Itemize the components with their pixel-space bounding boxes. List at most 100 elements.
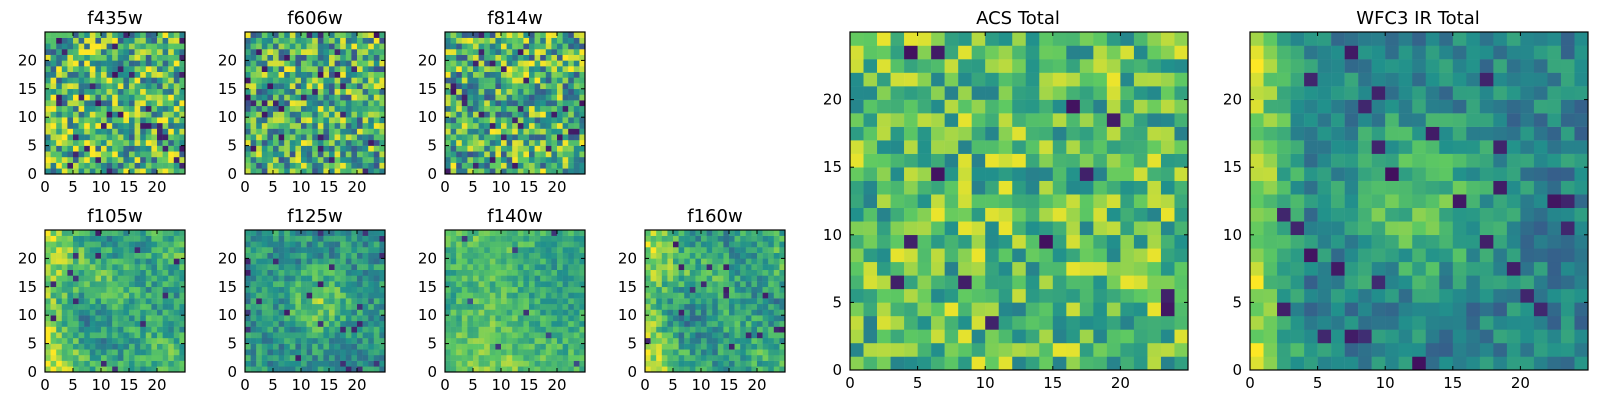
heatmap-cell [306, 88, 313, 95]
heatmap-cell [329, 349, 335, 356]
heatmap-cell [50, 264, 57, 271]
heatmap-cell [1560, 234, 1575, 249]
heatmap-cell [456, 88, 463, 95]
heatmap-cell [289, 145, 296, 152]
heatmap-cell [523, 354, 530, 361]
heatmap-cell [568, 241, 575, 248]
heatmap-cell [1160, 59, 1175, 73]
heatmap-cell [179, 241, 186, 248]
heatmap-cell [267, 122, 274, 129]
heatmap-cell [351, 43, 358, 50]
heatmap-cell [917, 194, 932, 209]
heatmap-cell [73, 281, 79, 288]
heatmap-cell [734, 286, 741, 293]
heatmap-cell [706, 235, 713, 242]
heatmap-cell [985, 302, 999, 317]
heatmap-cell [568, 94, 575, 101]
heatmap-cell [301, 71, 307, 78]
heatmap-cell [762, 292, 769, 299]
heatmap-cell [1039, 342, 1054, 357]
heatmap-cell [323, 156, 330, 163]
heatmap-cell [517, 117, 524, 124]
heatmap-cell [278, 43, 285, 50]
heatmap-cell [278, 66, 285, 73]
heatmap-cell [1344, 45, 1359, 60]
heatmap-cell [61, 303, 68, 310]
heatmap-cell [506, 241, 513, 248]
heatmap-cell [250, 286, 257, 293]
heatmap-cell [357, 326, 363, 333]
heatmap-cell [506, 230, 513, 236]
heatmap-cell [1066, 234, 1081, 249]
heatmap-cell [501, 111, 507, 118]
heatmap-cell [478, 156, 485, 163]
heatmap-cell [151, 298, 158, 305]
heatmap-cell [650, 247, 657, 253]
heatmap-cell [998, 275, 1013, 290]
heatmap-cell [340, 269, 347, 276]
heatmap-cell [695, 275, 702, 282]
heatmap-cell [1371, 126, 1386, 141]
heatmap-cell [863, 180, 878, 195]
heatmap-cell [1331, 86, 1345, 100]
heatmap-cell [1277, 261, 1291, 276]
heatmap-cell [779, 309, 786, 316]
heatmap-cell [1093, 180, 1108, 195]
heatmap-cell [129, 235, 135, 242]
heatmap-cell [667, 326, 674, 333]
heatmap-cell [1331, 167, 1345, 181]
heatmap-cell [729, 292, 735, 299]
heatmap-cell [712, 298, 719, 305]
heatmap-cell [456, 337, 463, 344]
heatmap-cell [445, 320, 451, 327]
heatmap-cell [340, 258, 347, 265]
heatmap-cell [706, 269, 713, 276]
heatmap-cell [877, 207, 891, 222]
heatmap-cell [1079, 153, 1094, 168]
heatmap-cell [450, 83, 457, 90]
heatmap-cell [173, 292, 180, 299]
heatmap-cell [256, 156, 263, 163]
heatmap-cell [1385, 342, 1399, 357]
heatmap-cell [545, 49, 552, 55]
heatmap-cell [368, 292, 375, 299]
heatmap-cell [267, 360, 274, 367]
heatmap-cell [1133, 59, 1148, 73]
heatmap-cell [273, 292, 279, 299]
heatmap-cell [557, 292, 563, 299]
heatmap-cell [329, 275, 335, 282]
heatmap-cell [151, 264, 158, 271]
heatmap-cell [712, 286, 719, 293]
heatmap-cell [904, 221, 918, 236]
heatmap-cell [295, 105, 302, 112]
heatmap-cell [278, 83, 285, 90]
heatmap-cell [478, 111, 485, 118]
heatmap-cell [473, 134, 479, 141]
heatmap-cell [877, 248, 891, 263]
heatmap-cell [545, 37, 552, 44]
heatmap-cell [717, 326, 724, 333]
heatmap-cell [645, 269, 651, 276]
heatmap-cell [261, 122, 268, 129]
heatmap-cell [323, 269, 330, 276]
heatmap-cell [461, 71, 468, 78]
heatmap-cells-8 [1250, 32, 1589, 371]
heatmap-cell [450, 326, 457, 333]
heatmap-cell [863, 234, 878, 249]
heatmap-cell [1452, 113, 1467, 127]
heatmap-cell [106, 275, 113, 282]
heatmap-cell [1344, 315, 1359, 330]
heatmap-cell [334, 332, 341, 339]
heatmap-cell [334, 54, 341, 61]
heatmap-cell [1277, 32, 1291, 46]
heatmap-cell [1079, 167, 1094, 181]
heatmap-cell [1520, 32, 1535, 46]
heatmap-cell [61, 230, 68, 236]
heatmap-cell [73, 241, 79, 248]
heatmap-cell [1452, 99, 1467, 114]
heatmap-cell [904, 72, 918, 87]
heatmap-cell [245, 43, 251, 50]
heatmap-cell [445, 269, 451, 276]
heatmap-cell [134, 332, 141, 339]
heatmap-cell [329, 122, 335, 129]
